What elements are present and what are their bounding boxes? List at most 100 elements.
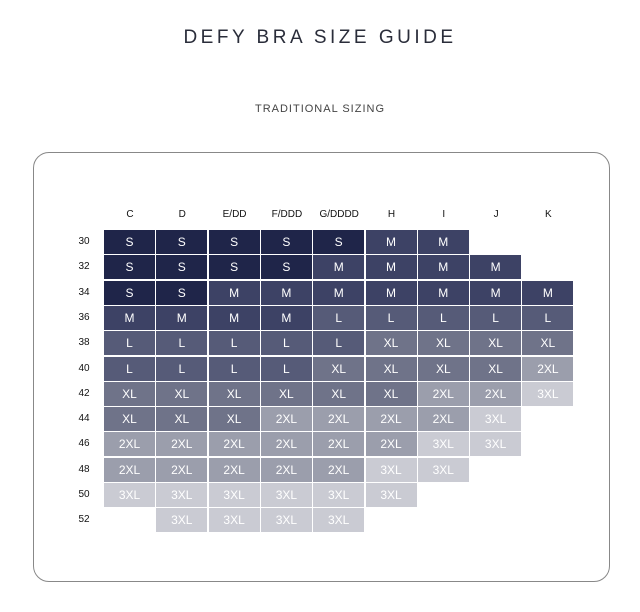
size-cell: 3XL	[208, 483, 260, 507]
size-cell: S	[313, 230, 365, 254]
size-cell: M	[208, 305, 260, 330]
band-size: 30	[78, 236, 90, 247]
size-cell: 3XL	[470, 407, 522, 432]
size-cell: M	[417, 255, 469, 280]
size-cell: L	[208, 331, 260, 356]
size-cell: 3XL	[260, 508, 312, 533]
size-cell: 3XL	[365, 457, 417, 482]
size-cell: S	[156, 230, 208, 254]
column-header: I	[442, 209, 446, 220]
band-size: 32	[78, 261, 90, 273]
size-cell: S	[208, 230, 260, 254]
size-cell: 2XL	[156, 457, 208, 482]
size-cell: L	[104, 331, 155, 356]
size-cell: 2XL	[208, 432, 260, 457]
size-cell: M	[470, 255, 522, 280]
size-cell: M	[208, 280, 260, 305]
size-cell: M	[417, 280, 469, 305]
size-cell: XL	[313, 356, 365, 381]
size-cell: XL	[104, 381, 155, 406]
size-cell: 2XL	[260, 432, 312, 457]
size-cell: M	[156, 305, 208, 330]
size-cell: 2XL	[417, 407, 469, 432]
size-cell: XL	[365, 356, 417, 381]
size-cell: XL	[417, 331, 469, 356]
column-header: J	[493, 209, 499, 220]
size-cell: L	[470, 305, 522, 330]
size-cell: 3XL	[104, 483, 155, 507]
size-cell: 2XL	[104, 432, 155, 457]
size-cell: 3XL	[313, 508, 365, 533]
column-header: G/DDDD	[319, 209, 359, 220]
size-cell: XL	[417, 356, 469, 381]
size-cell: 2XL	[208, 457, 260, 482]
size-cell: M	[313, 280, 365, 305]
size-cell: XL	[156, 381, 208, 406]
size-cell: 3XL	[417, 457, 469, 482]
size-cell: L	[156, 356, 208, 381]
size-cell: S	[260, 230, 312, 254]
column-header: C	[126, 209, 134, 220]
size-cell: XL	[365, 331, 417, 356]
column-header: H	[387, 209, 396, 220]
size-cell: XL	[208, 407, 260, 432]
size-cell: XL	[104, 407, 155, 432]
size-cell: S	[156, 255, 208, 280]
size-cell: 2XL	[156, 432, 208, 457]
size-table-frame	[33, 152, 610, 582]
column-header: F/DDD	[271, 209, 303, 220]
size-cell: 2XL	[313, 407, 365, 432]
size-cell: S	[156, 280, 208, 305]
size-cell: 3XL	[156, 508, 208, 533]
band-size: 44	[78, 413, 90, 425]
band-size: 50	[78, 489, 90, 500]
size-cell: XL	[470, 356, 522, 381]
size-cell: M	[365, 230, 417, 254]
size-cell: L	[260, 331, 312, 356]
title: DEFY BRA SIZE GUIDE	[183, 27, 457, 48]
size-cell: M	[365, 280, 417, 305]
size-cell: 2XL	[365, 407, 417, 432]
size-cell: 3XL	[365, 483, 417, 507]
size-cell: XL	[260, 381, 312, 406]
size-cell: M	[470, 280, 522, 305]
band-size: 36	[78, 311, 90, 323]
column-header: D	[178, 209, 186, 220]
size-cell: M	[104, 305, 155, 330]
size-cell: M	[260, 305, 312, 330]
size-cell: 3XL	[156, 483, 208, 507]
size-cell: S	[104, 230, 155, 254]
size-cell: 3XL	[522, 381, 574, 406]
size-cell: M	[417, 230, 469, 254]
size-cell: 3XL	[260, 483, 312, 507]
size-cell: S	[208, 255, 260, 280]
size-cell: XL	[208, 381, 260, 406]
size-cell: XL	[365, 381, 417, 406]
size-cell: M	[313, 255, 365, 280]
band-size: 40	[78, 362, 90, 374]
size-cell: 2XL	[522, 356, 574, 381]
size-cell: S	[104, 255, 155, 280]
size-cell: 3XL	[470, 432, 522, 457]
band-size: 48	[78, 463, 90, 475]
size-cell: 3XL	[417, 432, 469, 457]
size-cell: XL	[470, 331, 522, 356]
band-size: 38	[78, 337, 90, 349]
size-cell: S	[260, 255, 312, 280]
size-cell: M	[365, 255, 417, 280]
size-cell: S	[104, 280, 155, 305]
size-cell: 2XL	[365, 432, 417, 457]
size-cell: L	[522, 305, 574, 330]
size-cell: L	[313, 305, 365, 330]
size-cell: 2XL	[313, 457, 365, 482]
size-cell: L	[417, 305, 469, 330]
column-header: E/DD	[222, 209, 247, 220]
size-cell: 3XL	[208, 508, 260, 533]
size-cell: 2XL	[260, 407, 312, 432]
size-cell: L	[365, 305, 417, 330]
size-cell: M	[260, 280, 312, 305]
size-cell: 2XL	[104, 457, 155, 482]
size-cell: L	[156, 331, 208, 356]
size-cell: 2XL	[260, 457, 312, 482]
size-cell: L	[208, 356, 260, 381]
